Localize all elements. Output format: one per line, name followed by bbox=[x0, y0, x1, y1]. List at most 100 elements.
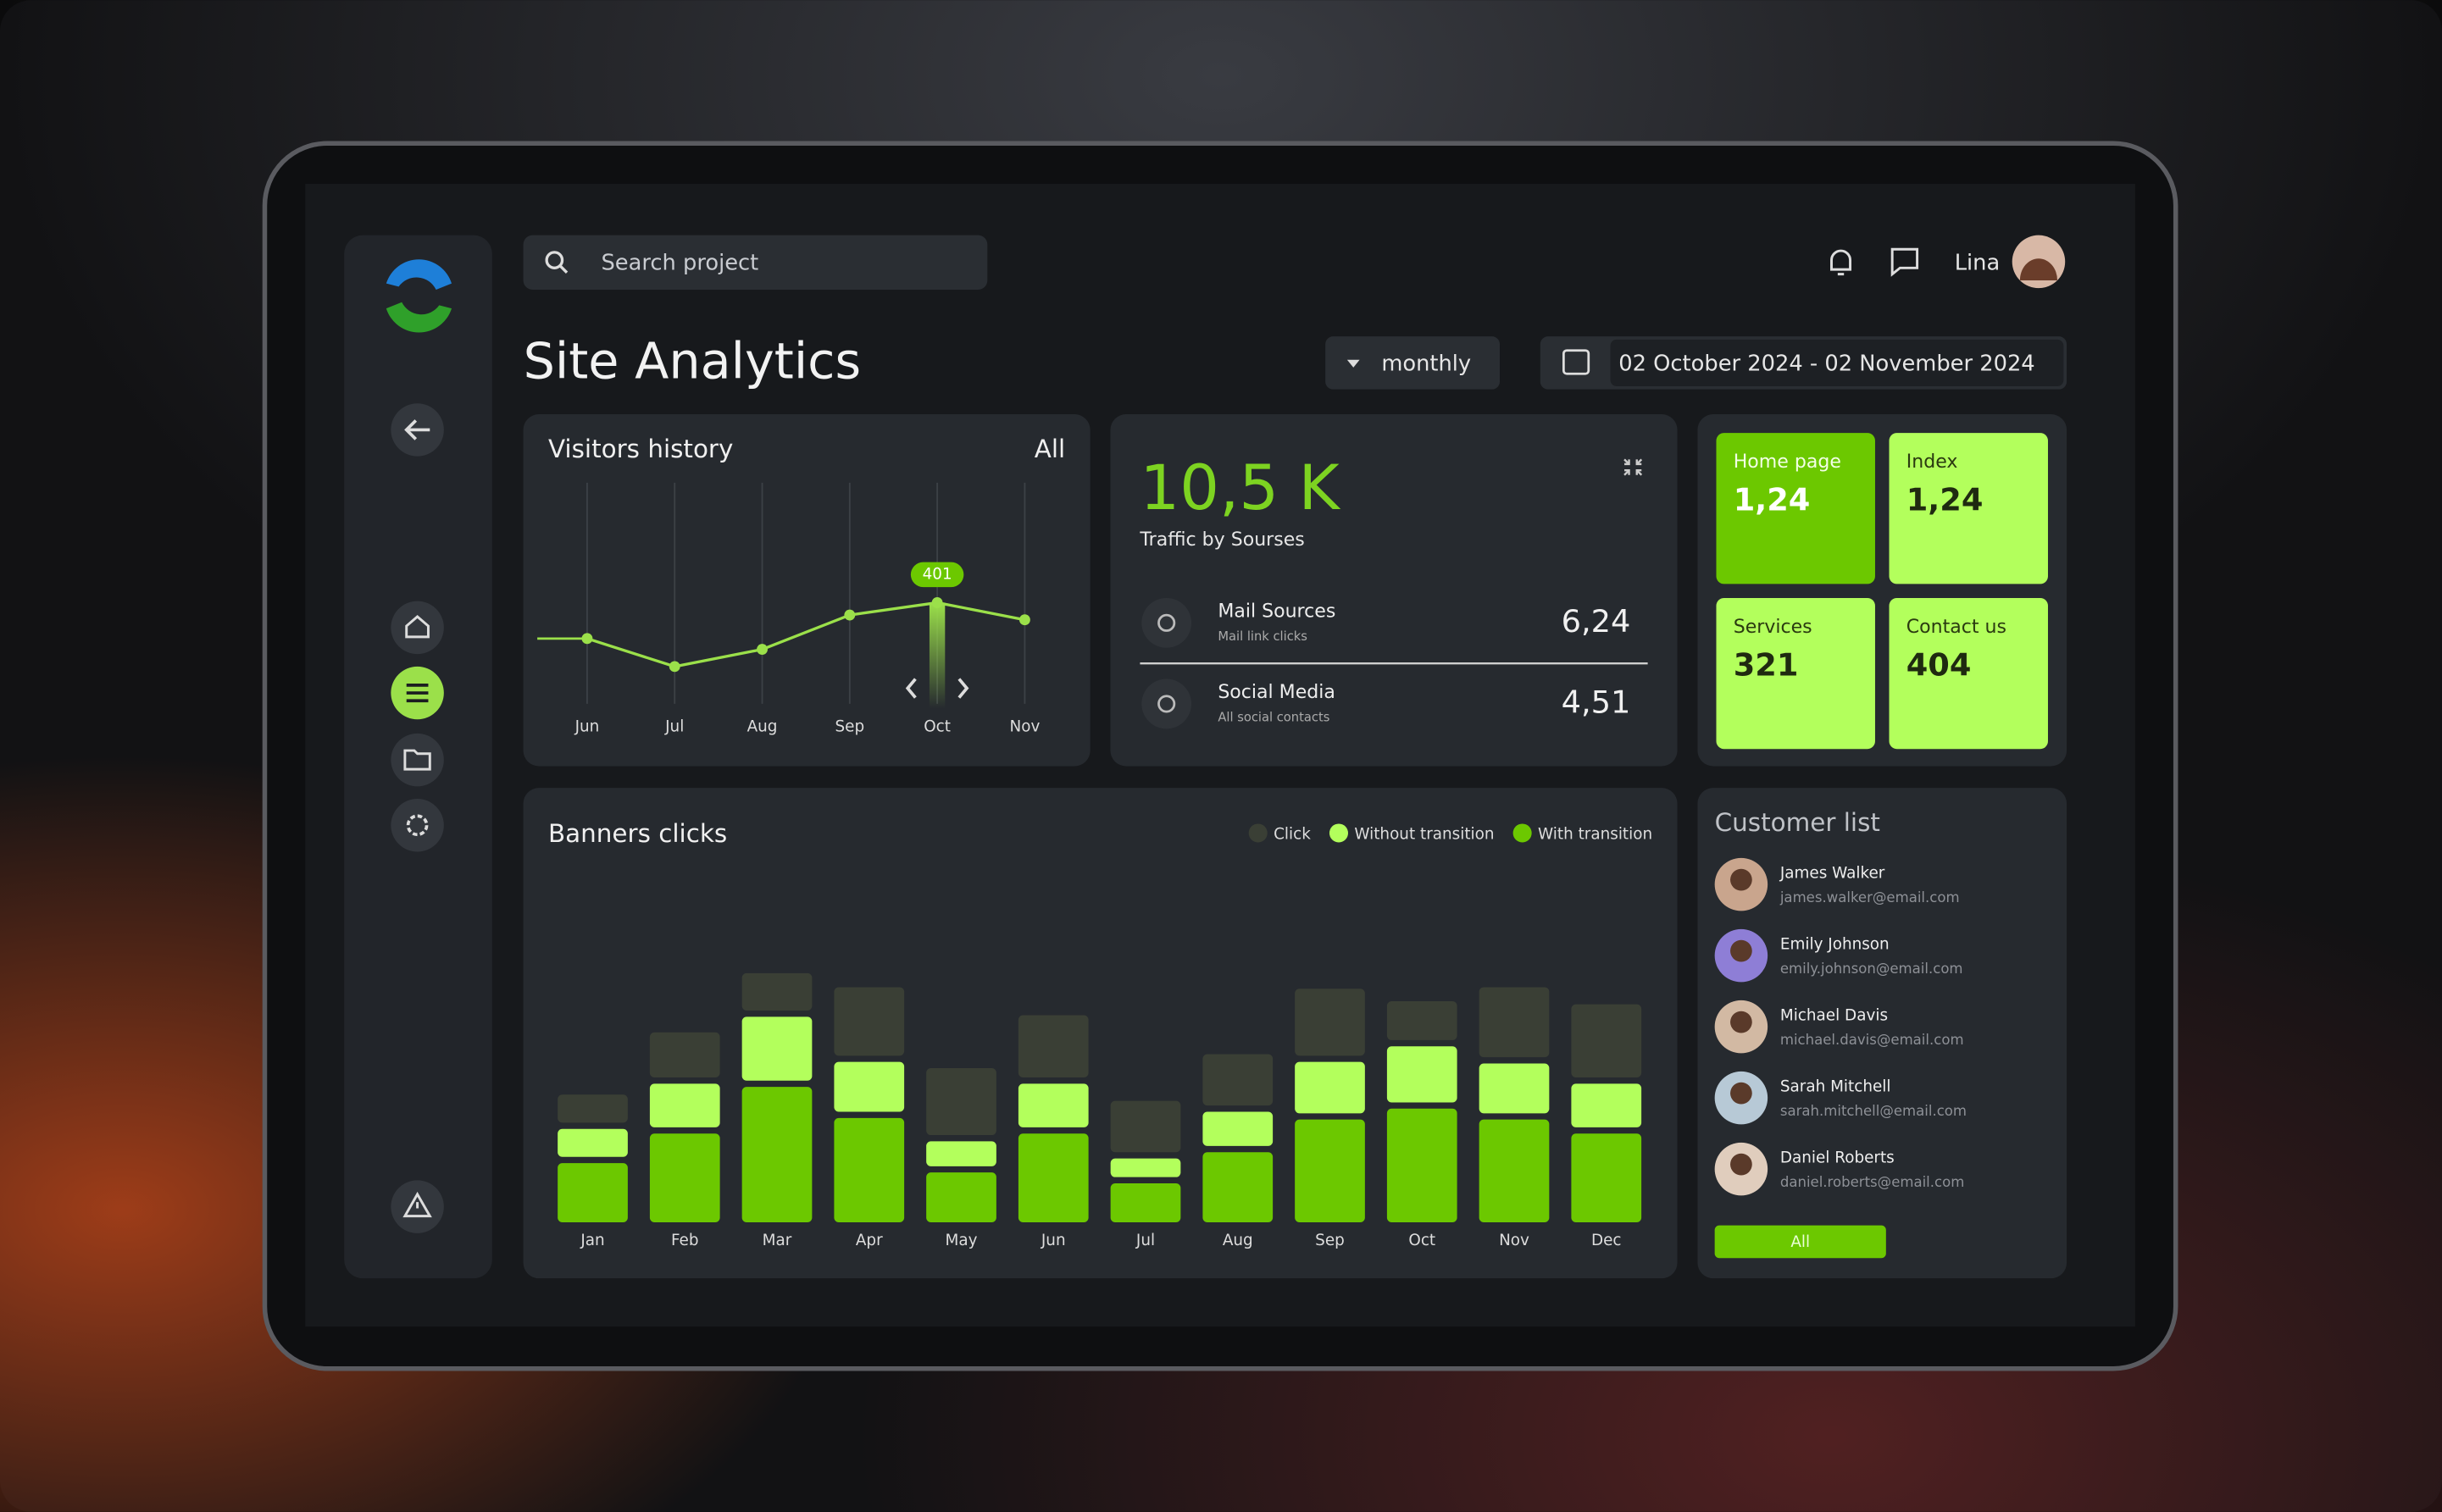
user-avatar bbox=[2019, 258, 2058, 280]
bar-segment bbox=[1571, 1083, 1642, 1127]
dropdown-icon bbox=[1346, 359, 1360, 368]
source-icon bbox=[1141, 678, 1192, 729]
customer-avatar bbox=[1730, 1153, 1752, 1176]
logo bbox=[386, 302, 452, 333]
customer-name[interactable]: Sarah Mitchell bbox=[1780, 1077, 1891, 1095]
x-tick-label: Jul bbox=[1135, 1232, 1155, 1249]
bar-segment bbox=[741, 1087, 813, 1222]
point bbox=[581, 633, 593, 645]
search-box[interactable] bbox=[523, 235, 988, 291]
date-field bbox=[1610, 339, 2064, 386]
home-button[interactable] bbox=[391, 601, 444, 655]
tile[interactable] bbox=[1716, 433, 1875, 584]
bar-segment bbox=[834, 1061, 905, 1112]
x-tick-label: Apr bbox=[856, 1232, 883, 1249]
logo bbox=[386, 259, 452, 291]
tile[interactable] bbox=[1889, 597, 2048, 750]
x-tick-label: Mar bbox=[763, 1232, 792, 1249]
bar-segment bbox=[1386, 1000, 1457, 1040]
customer-email: daniel.roberts@email.com bbox=[1780, 1174, 1965, 1190]
settings-button[interactable] bbox=[391, 799, 444, 852]
card bbox=[523, 414, 1091, 767]
legend-label: Without transition bbox=[1354, 825, 1494, 843]
sidebar bbox=[344, 235, 492, 1279]
x-tick-label: Jun bbox=[574, 717, 600, 735]
bar-segment bbox=[1018, 1133, 1089, 1222]
line-chart: Jun Jul Aug Sep Oct Nov 401 bbox=[537, 482, 1040, 735]
source-icon bbox=[1141, 597, 1192, 648]
legend-swatch bbox=[1248, 823, 1268, 843]
x-tick-label: May bbox=[946, 1232, 978, 1249]
bar-segment bbox=[1110, 1183, 1181, 1222]
customer-avatar bbox=[1730, 939, 1752, 962]
search-icon bbox=[545, 251, 564, 269]
date-range: 02 October 2024 - 02 November 2024 bbox=[1618, 352, 2034, 377]
collapse-icon[interactable] bbox=[1623, 458, 1643, 476]
filter[interactable]: All bbox=[1035, 435, 1065, 463]
traffic-card: 10,5 K Traffic by Sourses Mail SourcesMa… bbox=[1110, 414, 1678, 767]
tile-label: Services bbox=[1734, 617, 1812, 638]
all-button-label[interactable]: All bbox=[1790, 1233, 1810, 1251]
folder-button[interactable] bbox=[391, 733, 444, 787]
legend-swatch bbox=[1512, 823, 1532, 843]
x-tick-label: Feb bbox=[671, 1232, 699, 1249]
legend-swatch bbox=[1329, 823, 1348, 843]
search-placeholder: Search project bbox=[601, 250, 758, 275]
bar-segment bbox=[741, 1016, 813, 1081]
bar-segment bbox=[834, 1117, 905, 1222]
alert-icon bbox=[402, 1191, 432, 1218]
tile[interactable] bbox=[1716, 597, 1875, 750]
next-arrow[interactable] bbox=[957, 678, 969, 699]
x-tick-label: Dec bbox=[1591, 1232, 1622, 1249]
bar-segment bbox=[1110, 1100, 1181, 1153]
source-icon bbox=[1157, 695, 1176, 713]
notification-icon[interactable] bbox=[1830, 249, 1852, 276]
all-button[interactable] bbox=[1714, 1225, 1886, 1259]
x-tick-label: Oct bbox=[924, 717, 951, 735]
tile-value: 1,24 bbox=[1906, 481, 1984, 518]
bar-segment bbox=[1202, 1054, 1274, 1106]
x-tick-label: Sep bbox=[835, 717, 864, 735]
period-label: monthly bbox=[1381, 352, 1471, 377]
bar-segment bbox=[558, 1128, 628, 1157]
point bbox=[669, 661, 680, 673]
tile-value: 1,24 bbox=[1734, 481, 1811, 518]
tile[interactable] bbox=[1889, 433, 2048, 584]
bar-segment bbox=[649, 1133, 720, 1222]
message-icon[interactable] bbox=[1890, 247, 1919, 277]
period-select[interactable] bbox=[1325, 336, 1501, 390]
x-tick-label: Aug bbox=[1223, 1232, 1253, 1249]
card-title: Customer list bbox=[1715, 808, 1880, 837]
bar-segment bbox=[1479, 987, 1550, 1058]
value-badge bbox=[910, 562, 964, 588]
customer-name[interactable]: Daniel Roberts bbox=[1780, 1149, 1895, 1166]
tile-label: Home page bbox=[1734, 451, 1841, 473]
source-note: Mail link clicks bbox=[1218, 629, 1307, 644]
bar-segment bbox=[1018, 1015, 1089, 1078]
customer-name[interactable]: Emily Johnson bbox=[1780, 935, 1890, 953]
customer-email: emily.johnson@email.com bbox=[1780, 961, 1963, 977]
legend-label: Click bbox=[1274, 825, 1311, 843]
x-tick-label: Jul bbox=[664, 717, 684, 735]
customer-name[interactable]: James Walker bbox=[1779, 864, 1885, 882]
prev-arrow[interactable] bbox=[905, 678, 917, 699]
customer-email: james.walker@email.com bbox=[1779, 889, 1960, 906]
customer-email: sarah.mitchell@email.com bbox=[1780, 1103, 1967, 1119]
customer-name[interactable]: Michael Davis bbox=[1780, 1006, 1888, 1024]
bar-segment bbox=[834, 987, 905, 1056]
bar-segment bbox=[558, 1094, 628, 1123]
customer-avatar bbox=[1730, 1011, 1752, 1033]
customer-avatar bbox=[1730, 868, 1752, 891]
bar-segment bbox=[649, 1083, 720, 1127]
source-value: 4,51 bbox=[1562, 684, 1631, 720]
tile-value: 404 bbox=[1906, 646, 1972, 683]
bar-segment bbox=[1386, 1046, 1457, 1103]
bar-segment bbox=[1202, 1111, 1274, 1146]
customer-avatar bbox=[1730, 1082, 1752, 1105]
bar-segment bbox=[1295, 1119, 1365, 1222]
source-note: All social contacts bbox=[1218, 710, 1329, 724]
card-title: Visitors history bbox=[548, 435, 733, 463]
card bbox=[1110, 414, 1678, 767]
